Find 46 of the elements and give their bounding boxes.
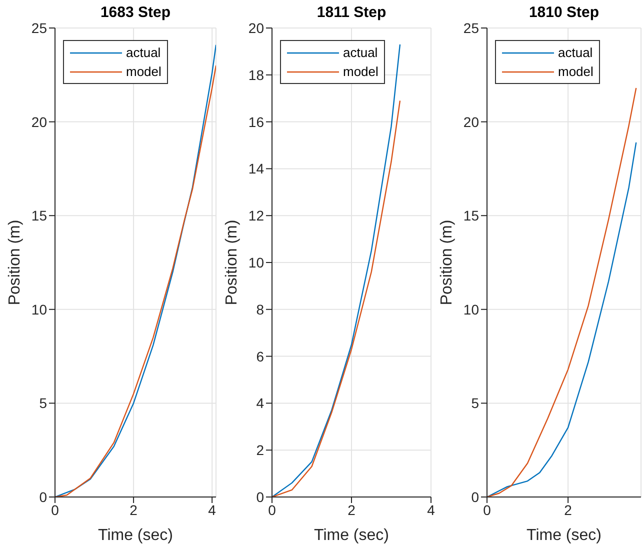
legend-label: model [343,64,378,79]
chart-title: 1811 Step [316,4,388,21]
y-tick-label: 0 [471,488,480,505]
x-tick-label: 2 [564,502,572,518]
x-tick-label: 4 [427,502,436,518]
y-tick-label: 16 [248,114,264,130]
y-axis-title: Position (m) [438,220,456,306]
x-tick-label: 0 [268,502,276,518]
chart-title: 1810 Step [528,4,600,21]
chart-title: 1683 Step [99,4,172,21]
y-tick-label: 8 [256,301,264,318]
y-tick-label: 0 [256,488,264,505]
y-tick-label: 25 [31,20,48,36]
x-axis-title: Time (sec) [526,527,602,544]
x-axis-title: Time (sec) [98,527,173,544]
y-tick-label: 2 [256,442,264,458]
y-tick-label: 14 [248,160,264,177]
y-axis-title: Position (m) [224,220,241,306]
y-axis-title: Position (m) [6,220,24,306]
legend-label: actual [558,45,593,60]
y-tick-label: 10 [248,254,264,270]
y-tick-label: 25 [463,20,480,36]
legend-label: actual [343,45,378,60]
x-tick-label: 0 [483,502,492,518]
y-tick-label: 0 [39,488,48,505]
y-tick-label: 12 [248,208,264,224]
legend-label: model [558,64,594,79]
y-tick-label: 5 [39,395,48,412]
y-tick-label: 15 [463,208,480,224]
y-tick-label: 20 [463,114,480,130]
x-tick-label: 2 [348,502,356,518]
y-tick-label: 10 [463,301,480,318]
x-tick-label: 4 [208,502,216,518]
y-tick-label: 18 [248,66,264,83]
legend-label: model [126,64,162,79]
x-tick-label: 2 [130,502,138,518]
y-tick-label: 15 [31,208,48,224]
x-axis-title: Time (sec) [314,527,389,544]
y-tick-label: 6 [256,348,264,364]
y-tick-label: 20 [31,114,48,130]
legend-label: actual [126,45,161,60]
y-tick-label: 20 [248,20,264,36]
y-tick-label: 4 [256,395,264,412]
y-tick-label: 5 [471,395,480,412]
y-tick-label: 10 [31,301,48,318]
x-tick-label: 0 [51,502,60,518]
